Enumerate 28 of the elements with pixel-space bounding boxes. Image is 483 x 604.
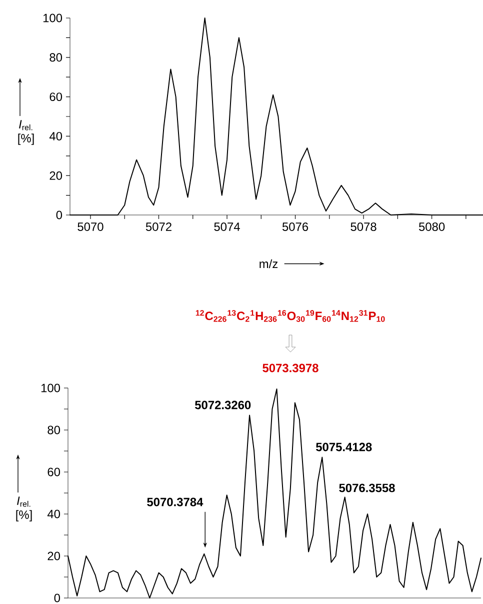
text: 5073.3978 bbox=[262, 364, 318, 372]
x-tick-label: 5076 bbox=[282, 222, 308, 231]
y-tick-label: 100 bbox=[43, 14, 62, 22]
y-axis-title: I$_{rel.}$ [%] bbox=[16, 496, 32, 522]
y-tick-label: 80 bbox=[48, 426, 60, 434]
y-tick-label: 40 bbox=[49, 132, 62, 140]
text: $^{12}$C$_{226}$$^{13}$C$_{2}$$^{1}$H$_{236}$$^{16}$O$_{30}$$^{19}$F$_{60}$$^{14}$N$_{12}$$^{31}$P$_{10}$ bbox=[196, 310, 385, 322]
y-tick-label: 100 bbox=[41, 384, 60, 392]
y-tick-label: 60 bbox=[48, 468, 60, 476]
x-axis-title: m/z bbox=[260, 259, 278, 268]
y-tick-label: 40 bbox=[47, 510, 60, 518]
y-tick-label: 0 bbox=[56, 210, 62, 220]
y-tick-label: 80 bbox=[50, 53, 62, 62]
annotation: 5070.3784 bbox=[147, 498, 204, 506]
x-tick-label: 5080 bbox=[418, 222, 445, 231]
annotation: 5076.3558 bbox=[339, 484, 395, 492]
x-tick-label: 5070 bbox=[78, 222, 104, 231]
y-axis-title: I$_{rel.}$ [%] bbox=[18, 120, 34, 145]
y-tick-label: 60 bbox=[50, 92, 62, 102]
x-tick-label: 5072 bbox=[146, 222, 172, 231]
line-series bbox=[68, 388, 482, 598]
annotation: 5075.4128 bbox=[316, 442, 372, 452]
x-tick-label: 5078 bbox=[350, 222, 376, 231]
x-tick-label: 5074 bbox=[214, 222, 240, 231]
y-tick-label: 0 bbox=[54, 594, 60, 602]
annotation: 5072.3260 bbox=[194, 400, 251, 410]
y-tick-label: 20 bbox=[50, 171, 62, 180]
y-tick-label: 20 bbox=[48, 552, 60, 560]
